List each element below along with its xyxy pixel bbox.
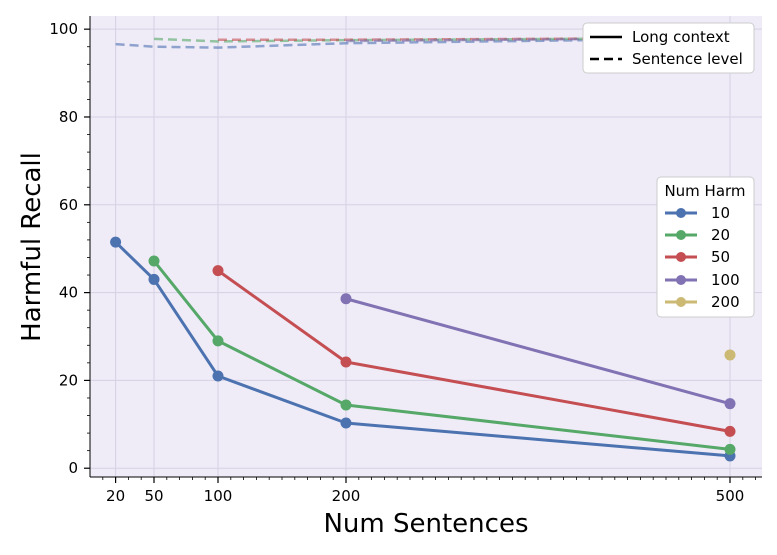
legend-entry-100: 100 <box>665 271 740 289</box>
long-context-point-50-500 <box>724 425 736 437</box>
long-context-line-100 <box>345 297 731 406</box>
sentence-level-line-10 <box>115 37 731 49</box>
x-tick-label-20: 20 <box>106 487 125 505</box>
legend-marker-20 <box>676 230 686 240</box>
legend-label-200: 200 <box>711 293 740 311</box>
legend-label-long-context: Long context <box>632 28 730 46</box>
long-context-point-50-200 <box>340 356 352 368</box>
long-context-point-20-50 <box>148 255 160 267</box>
legend-label-50: 50 <box>711 248 730 266</box>
x-tick-label-50: 50 <box>144 487 163 505</box>
style-legend: Long context Sentence level <box>582 22 755 74</box>
x-tick-label-100: 100 <box>204 487 233 505</box>
series-legend: Num Harm 10 20 50 100 200 <box>656 176 755 318</box>
long-context-point-100-500 <box>724 398 736 410</box>
y-tick-label-80: 80 <box>59 108 78 126</box>
sentence-level-line-100 <box>345 36 731 43</box>
legend-entry-10: 10 <box>665 204 730 222</box>
long-context-point-20-100 <box>212 335 224 347</box>
long-context-point-10-20 <box>110 236 122 248</box>
x-tick-label-200: 200 <box>332 487 361 505</box>
legend-marker-200 <box>676 297 686 307</box>
legend-entry-200: 200 <box>665 293 740 311</box>
legend-entry-50: 50 <box>665 248 730 266</box>
legend-label-20: 20 <box>711 226 730 244</box>
x-tick-label-500: 500 <box>716 487 745 505</box>
long-context-point-20-500 <box>724 443 736 455</box>
y-tick-label-60: 60 <box>59 196 78 214</box>
long-context-line-20 <box>152 260 731 451</box>
x-axis-title: Num Sentences <box>323 509 528 539</box>
series-10 <box>110 37 736 462</box>
long-context-point-50-100 <box>212 265 224 277</box>
long-context-point-10-50 <box>148 273 160 285</box>
y-axis-title: Harmful Recall <box>17 152 47 342</box>
y-tick-label-0: 0 <box>68 459 78 477</box>
series-100 <box>340 36 736 410</box>
legend-label-sentence-level: Sentence level <box>632 50 743 68</box>
legend-label-100: 100 <box>711 271 740 289</box>
series-200 <box>724 349 736 361</box>
long-context-point-10-200 <box>340 417 352 429</box>
y-tick-label-40: 40 <box>59 284 78 302</box>
axes-layer: 0 20 40 60 80 100 20 50 100 200 500 <box>49 16 762 505</box>
long-context-point-10-100 <box>212 370 224 382</box>
legend-entry-20: 20 <box>665 226 730 244</box>
plot-background <box>90 16 762 477</box>
series-legend-title: Num Harm <box>664 182 745 200</box>
y-tick-label-20: 20 <box>59 371 78 389</box>
style-legend-box <box>582 22 755 74</box>
legend-label-10: 10 <box>711 204 730 222</box>
y-tick-label-100: 100 <box>49 20 78 38</box>
legend-marker-10 <box>676 208 686 218</box>
long-context-point-20-200 <box>340 399 352 411</box>
legend-marker-100 <box>676 275 686 285</box>
legend-marker-50 <box>676 252 686 262</box>
long-context-point-200-500 <box>724 349 736 361</box>
long-context-point-100-200 <box>340 293 352 305</box>
